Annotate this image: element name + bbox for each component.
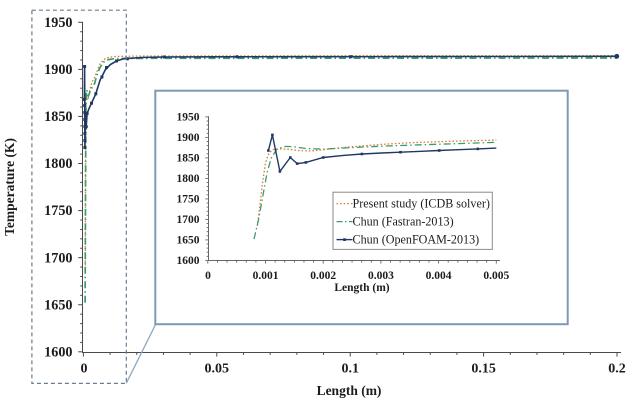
svg-text:1950: 1950 — [177, 112, 200, 124]
svg-text:Length (m): Length (m) — [317, 383, 382, 398]
svg-text:1750: 1750 — [177, 194, 200, 206]
svg-text:1900: 1900 — [177, 132, 200, 144]
svg-text:1650: 1650 — [177, 235, 200, 247]
svg-text:1600: 1600 — [177, 255, 200, 267]
svg-text:Length (m): Length (m) — [334, 282, 389, 294]
svg-text:1650: 1650 — [44, 297, 72, 313]
svg-text:1800: 1800 — [44, 156, 72, 172]
svg-text:1600: 1600 — [44, 345, 72, 361]
svg-text:Present study (ICDB solver): Present study (ICDB solver) — [353, 197, 490, 211]
svg-text:Temperature (K): Temperature (K) — [2, 138, 17, 236]
svg-text:1750: 1750 — [44, 203, 72, 219]
svg-text:1900: 1900 — [44, 62, 72, 78]
svg-text:1850: 1850 — [44, 109, 72, 125]
svg-text:1800: 1800 — [177, 173, 200, 185]
svg-text:Chun (OpenFOAM-2013): Chun (OpenFOAM-2013) — [353, 233, 480, 247]
svg-text:0.002: 0.002 — [310, 270, 336, 282]
svg-text:1700: 1700 — [44, 250, 72, 266]
svg-text:0.005: 0.005 — [483, 270, 509, 282]
svg-text:0.001: 0.001 — [253, 270, 279, 282]
svg-text:0.004: 0.004 — [426, 270, 452, 282]
svg-text:Chun (Fastran-2013): Chun (Fastran-2013) — [353, 215, 454, 229]
svg-text:0: 0 — [81, 362, 88, 377]
svg-text:0.05: 0.05 — [205, 362, 230, 377]
svg-text:0: 0 — [205, 270, 211, 282]
svg-text:1700: 1700 — [177, 214, 200, 226]
svg-text:0.2: 0.2 — [608, 362, 626, 377]
svg-text:0.1: 0.1 — [341, 362, 359, 377]
svg-text:0.15: 0.15 — [471, 362, 496, 377]
svg-text:1950: 1950 — [44, 15, 72, 31]
svg-text:0.003: 0.003 — [368, 270, 394, 282]
svg-text:1850: 1850 — [177, 153, 200, 165]
